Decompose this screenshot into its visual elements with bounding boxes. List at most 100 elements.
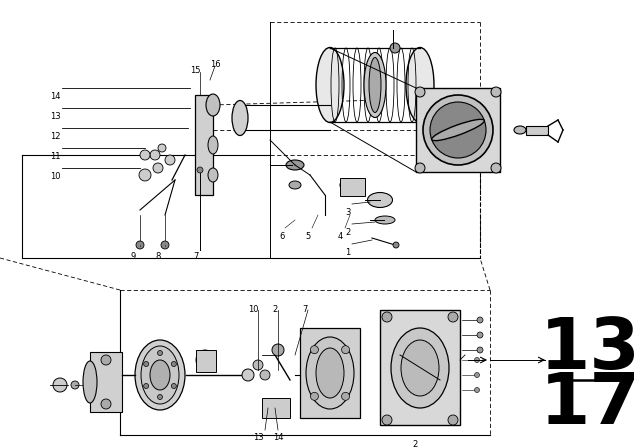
Text: 13: 13 xyxy=(253,433,263,442)
Circle shape xyxy=(342,346,349,353)
Bar xyxy=(196,350,216,372)
Circle shape xyxy=(393,242,399,248)
Text: 10: 10 xyxy=(248,305,259,314)
Text: 17: 17 xyxy=(540,370,640,439)
Circle shape xyxy=(477,332,483,338)
Circle shape xyxy=(382,312,392,322)
Ellipse shape xyxy=(286,160,304,170)
Circle shape xyxy=(136,241,144,249)
Circle shape xyxy=(143,383,148,388)
Text: 2: 2 xyxy=(412,440,418,448)
Circle shape xyxy=(260,370,270,380)
Ellipse shape xyxy=(208,136,218,154)
Text: 5: 5 xyxy=(305,232,310,241)
Bar xyxy=(262,398,290,418)
Circle shape xyxy=(253,360,263,370)
Circle shape xyxy=(474,358,479,362)
Text: 12: 12 xyxy=(50,132,61,141)
Ellipse shape xyxy=(316,348,344,398)
Circle shape xyxy=(423,95,493,165)
Circle shape xyxy=(157,395,163,400)
Circle shape xyxy=(161,241,169,249)
Ellipse shape xyxy=(401,340,439,396)
Circle shape xyxy=(474,372,479,378)
Circle shape xyxy=(139,169,151,181)
Circle shape xyxy=(53,378,67,392)
Ellipse shape xyxy=(375,216,395,224)
Circle shape xyxy=(197,167,203,173)
Bar xyxy=(526,126,548,135)
Circle shape xyxy=(272,344,284,356)
Circle shape xyxy=(140,150,150,160)
Text: 6: 6 xyxy=(279,232,285,241)
Ellipse shape xyxy=(391,328,449,408)
Text: 14: 14 xyxy=(50,92,61,101)
Bar xyxy=(195,95,213,195)
Circle shape xyxy=(153,163,163,173)
Circle shape xyxy=(150,150,160,160)
Circle shape xyxy=(390,43,400,53)
Circle shape xyxy=(342,392,349,401)
Text: 8: 8 xyxy=(156,252,161,261)
Circle shape xyxy=(491,87,501,97)
Text: 14: 14 xyxy=(273,433,284,442)
Ellipse shape xyxy=(232,100,248,135)
Circle shape xyxy=(477,317,483,323)
Text: 4: 4 xyxy=(337,232,342,241)
Ellipse shape xyxy=(150,360,170,390)
Circle shape xyxy=(172,383,177,388)
Circle shape xyxy=(165,155,175,165)
Text: 9: 9 xyxy=(131,252,136,261)
Text: 1: 1 xyxy=(345,248,350,257)
Circle shape xyxy=(158,144,166,152)
Ellipse shape xyxy=(340,179,360,191)
Bar xyxy=(300,328,360,418)
Text: 11: 11 xyxy=(50,152,61,161)
Circle shape xyxy=(310,346,319,353)
Text: 2: 2 xyxy=(345,228,350,237)
Circle shape xyxy=(477,347,483,353)
Circle shape xyxy=(157,350,163,356)
Ellipse shape xyxy=(364,52,386,117)
Ellipse shape xyxy=(406,47,434,122)
Circle shape xyxy=(474,388,479,392)
Ellipse shape xyxy=(196,350,214,370)
Ellipse shape xyxy=(83,361,97,403)
Text: 16: 16 xyxy=(210,60,220,69)
Circle shape xyxy=(101,355,111,365)
Text: 3: 3 xyxy=(345,208,350,217)
Circle shape xyxy=(382,415,392,425)
Ellipse shape xyxy=(208,168,218,182)
Bar xyxy=(380,310,460,425)
Bar xyxy=(340,178,365,196)
Text: 15: 15 xyxy=(189,66,200,75)
Text: 2: 2 xyxy=(273,305,278,314)
Ellipse shape xyxy=(135,340,185,410)
Text: 7: 7 xyxy=(193,252,198,261)
Ellipse shape xyxy=(316,47,344,122)
Circle shape xyxy=(242,369,254,381)
Text: 10: 10 xyxy=(50,172,61,181)
Ellipse shape xyxy=(306,337,354,409)
Text: 13: 13 xyxy=(50,112,61,121)
Circle shape xyxy=(491,163,501,173)
Circle shape xyxy=(415,163,425,173)
Ellipse shape xyxy=(206,94,220,116)
Text: 13: 13 xyxy=(540,315,640,384)
Ellipse shape xyxy=(369,57,381,112)
Ellipse shape xyxy=(141,346,179,404)
Ellipse shape xyxy=(289,181,301,189)
Bar xyxy=(416,88,500,172)
Ellipse shape xyxy=(367,193,392,207)
Bar xyxy=(90,352,122,412)
Circle shape xyxy=(172,362,177,366)
Text: 7: 7 xyxy=(302,305,308,314)
Circle shape xyxy=(71,381,79,389)
Circle shape xyxy=(143,362,148,366)
Circle shape xyxy=(101,399,111,409)
Circle shape xyxy=(448,312,458,322)
Ellipse shape xyxy=(431,119,484,141)
Circle shape xyxy=(430,102,486,158)
Ellipse shape xyxy=(514,126,526,134)
Circle shape xyxy=(310,392,319,401)
